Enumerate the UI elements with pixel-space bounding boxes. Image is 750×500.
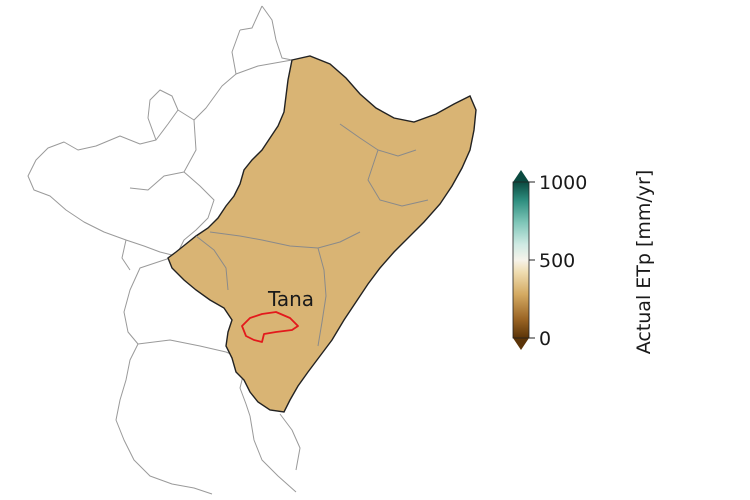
- region-label-tana: Tana: [267, 287, 314, 311]
- colorbar-ticks: 1000 500 0: [529, 172, 587, 350]
- colorbar-tick-label: 500: [539, 250, 575, 272]
- colorbar-extend-min: [513, 338, 529, 350]
- coastline-outline: [167, 55, 477, 413]
- colorbar-extend-max: [513, 170, 529, 182]
- actual-etp-raster: [167, 55, 477, 413]
- tana-basin-outline: [241, 311, 299, 343]
- colorbar-tick-label: 0: [539, 328, 551, 350]
- colorbar-gradient: [513, 182, 529, 338]
- internal-boundaries: [195, 123, 429, 347]
- colorbar-tick-label: 1000: [539, 172, 587, 194]
- colorbar-label: Actual ETp [mm/yr]: [633, 170, 655, 355]
- colorbar: 1000 500 0 Actual ETp [mm/yr]: [512, 170, 655, 355]
- neighbor-boundaries: [27, 5, 301, 495]
